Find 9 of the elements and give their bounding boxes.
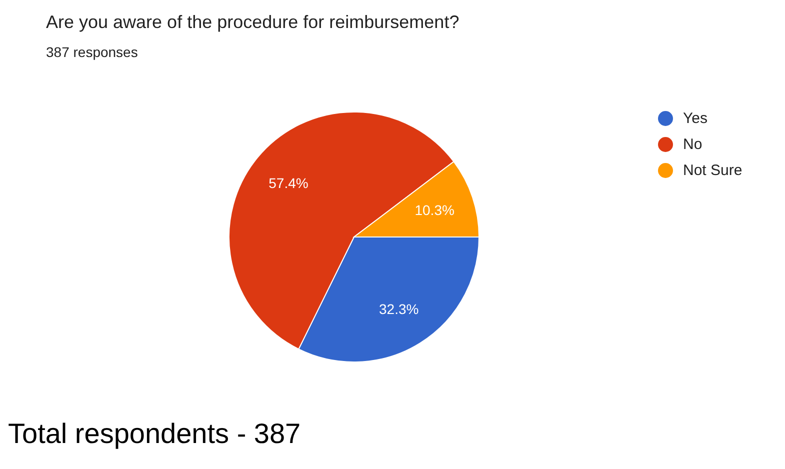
legend-label: Not Sure [683,162,742,178]
data-label: 10.3% [414,202,454,218]
text: Total respondents - 387 [8,418,301,450]
legend-label: Yes [683,110,708,126]
data-label: 57.4% [268,174,308,191]
data-label: 32.3% [379,301,419,318]
chart-title: Are you aware of the procedure for reimbursement? [46,12,460,33]
text: 387 responses [46,44,138,60]
legend-label: No [683,136,702,152]
